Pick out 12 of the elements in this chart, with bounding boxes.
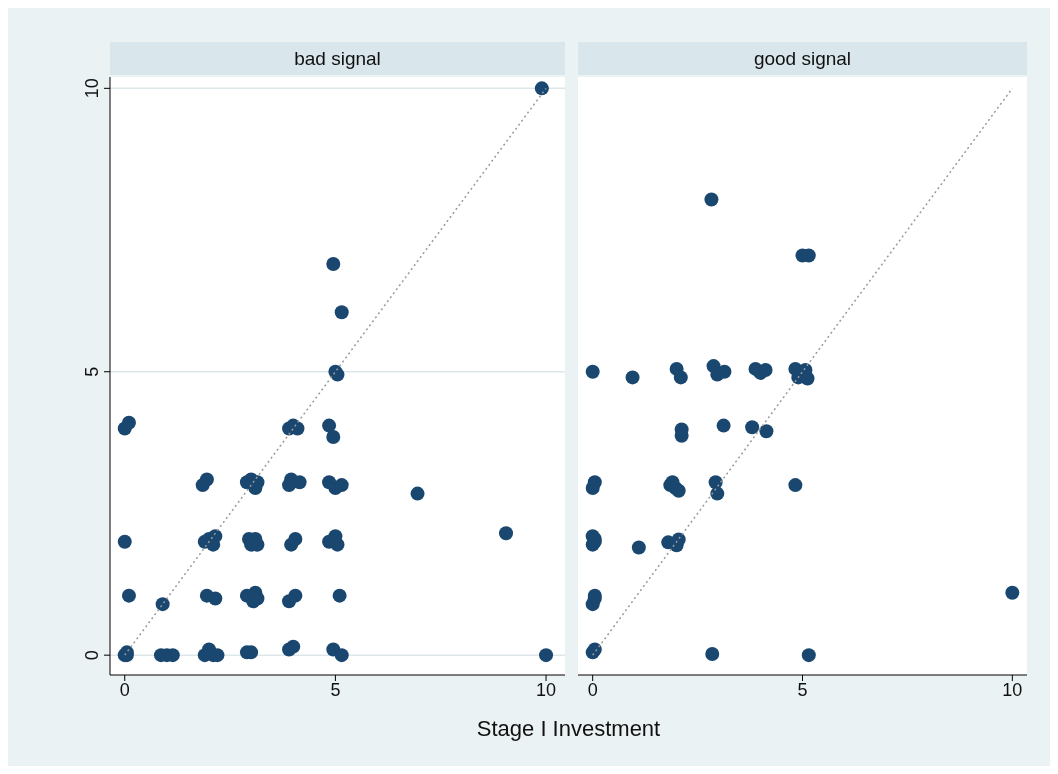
x-tick-label: 10 <box>536 679 557 700</box>
x-tick-label: 5 <box>330 679 341 700</box>
x-axis-title: Stage I Investment <box>475 716 662 742</box>
y-tick-label: 0 <box>82 650 102 661</box>
y-tick-label: 10 <box>82 78 102 99</box>
chart-title: bad signal <box>110 42 565 75</box>
x-tick-label: 10 <box>1002 679 1023 700</box>
y-tick-label: 5 <box>82 366 102 377</box>
chart-title: good signal <box>578 42 1027 75</box>
x-tick-label: 0 <box>587 679 598 700</box>
x-tick-label: 0 <box>119 679 130 700</box>
x-tick-label: 5 <box>797 679 808 700</box>
